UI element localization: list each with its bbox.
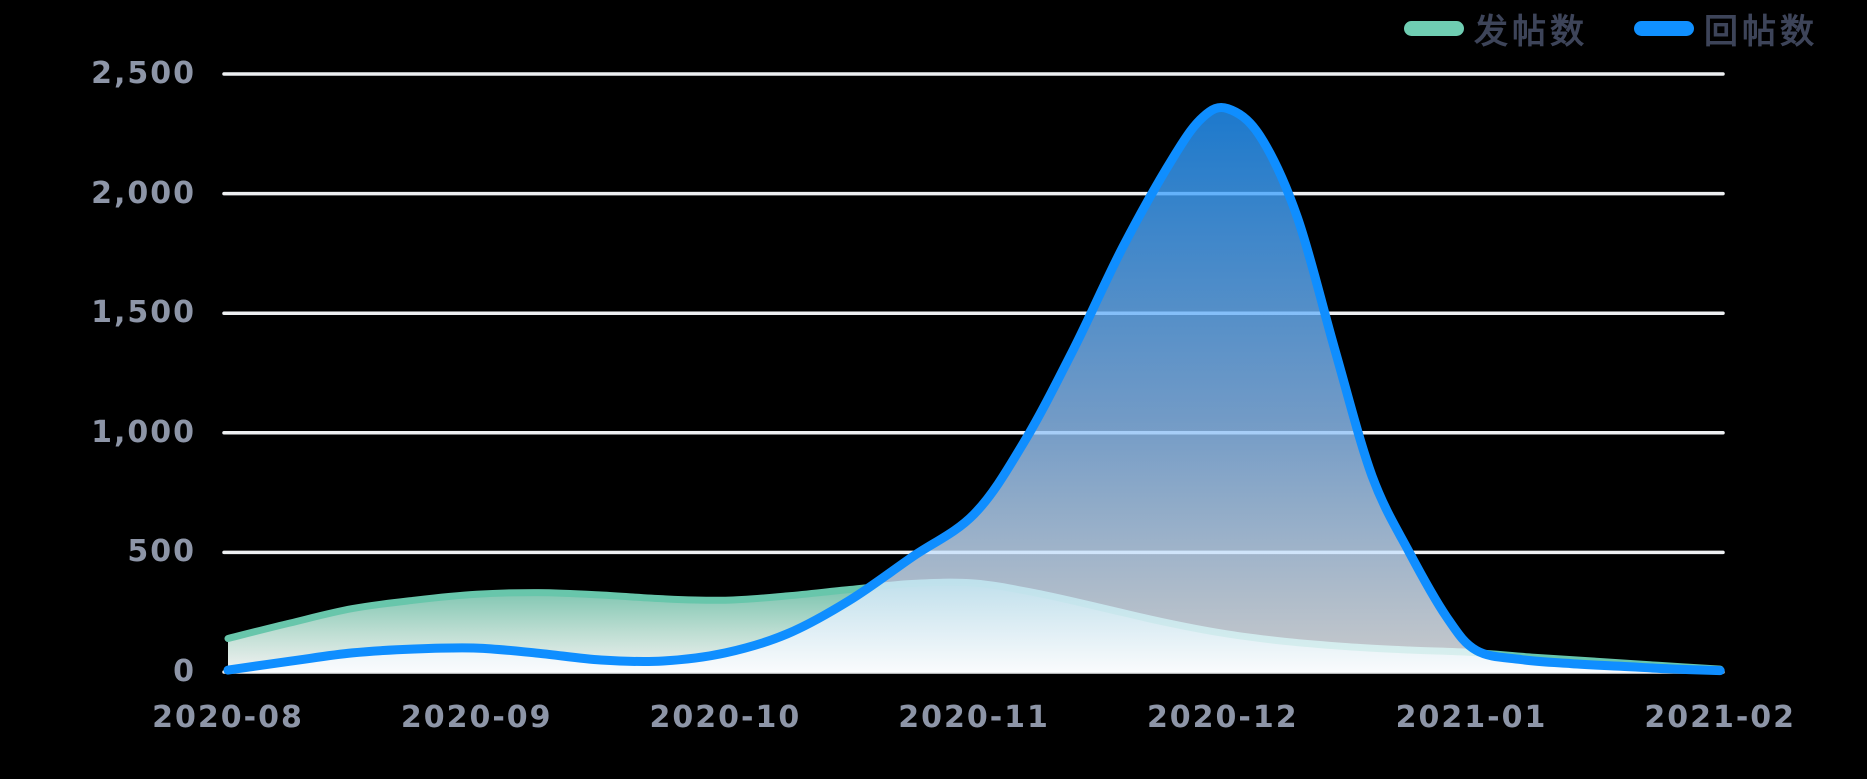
y-axis-tick-label: 2,000 bbox=[91, 175, 196, 211]
y-axis-tick-label: 1,000 bbox=[91, 414, 196, 450]
legend-label-posts: 发帖数 bbox=[1474, 12, 1588, 52]
y-axis-tick-label: 2,500 bbox=[91, 56, 196, 91]
x-axis-tick-label: 2020-11 bbox=[898, 700, 1050, 735]
series-area-replies bbox=[228, 107, 1721, 673]
chart-legend: 发帖数 回帖数 bbox=[1404, 4, 1818, 53]
legend-swatch-replies bbox=[1634, 21, 1694, 36]
x-axis-tick-label: 2020-08 bbox=[152, 700, 304, 735]
y-axis-tick-label: 1,500 bbox=[91, 295, 196, 331]
legend-label-replies: 回帖数 bbox=[1704, 12, 1818, 52]
x-axis-tick-label: 2020-10 bbox=[649, 700, 802, 735]
legend-swatch-posts bbox=[1404, 21, 1464, 36]
chart-series bbox=[223, 103, 1725, 676]
legend-item-posts[interactable]: 发帖数 bbox=[1404, 4, 1588, 53]
x-axis-tick-label: 2021-02 bbox=[1644, 700, 1797, 735]
x-axis-tick-label: 2020-12 bbox=[1146, 700, 1299, 735]
x-axis-tick-label: 2021-01 bbox=[1395, 700, 1548, 735]
x-axis-tick-label: 2020-09 bbox=[400, 700, 553, 735]
legend-item-replies[interactable]: 回帖数 bbox=[1634, 4, 1818, 53]
y-axis-tick-label: 500 bbox=[127, 534, 196, 570]
y-axis-tick-label: 0 bbox=[173, 654, 196, 689]
series-line-replies bbox=[223, 103, 1725, 676]
